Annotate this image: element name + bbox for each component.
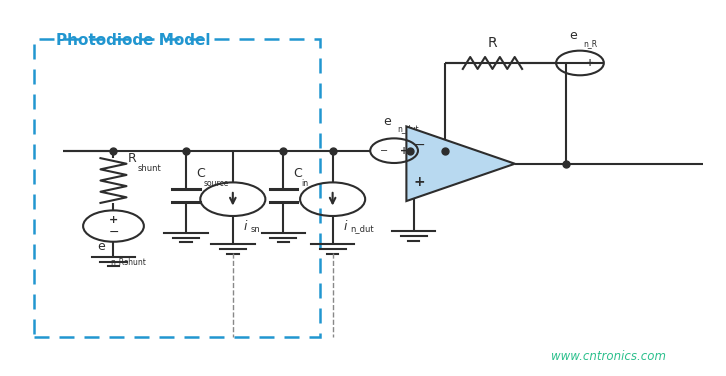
Polygon shape [407,126,515,201]
Text: R: R [488,36,497,50]
Text: e: e [97,240,105,253]
Text: R: R [128,152,136,165]
Text: i: i [244,220,247,233]
Text: −: − [566,58,574,68]
Text: n_Rshunt: n_Rshunt [110,257,146,266]
Text: −: − [108,226,119,238]
Text: sn: sn [251,224,261,233]
Text: in: in [301,179,309,188]
Text: −: − [380,146,388,156]
Text: Photodiode Model: Photodiode Model [56,33,210,48]
Text: www.cntronics.com: www.cntronics.com [551,350,666,364]
Text: i: i [343,220,347,233]
Text: +: + [109,215,118,225]
Text: shunt: shunt [137,164,161,173]
Text: source: source [204,179,229,188]
Text: n_R: n_R [584,39,597,48]
Text: C: C [196,167,205,180]
Text: −: − [414,138,425,152]
Text: +: + [400,146,408,156]
Text: e: e [569,29,576,42]
Text: +: + [586,58,594,68]
Text: e: e [383,115,391,128]
Text: +: + [414,175,425,190]
Text: n_dut: n_dut [351,224,375,233]
Text: n_dut: n_dut [398,124,420,133]
Text: C: C [293,167,302,180]
